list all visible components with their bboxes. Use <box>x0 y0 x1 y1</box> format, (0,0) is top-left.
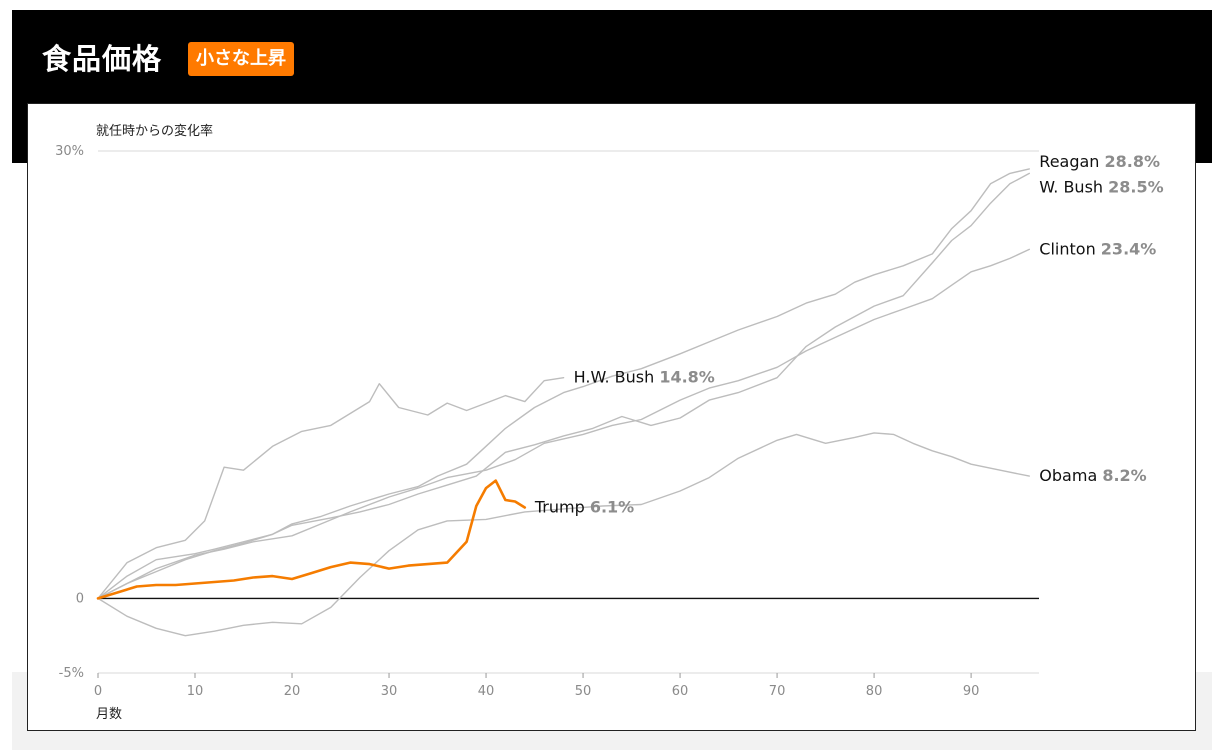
x-tick-label: 70 <box>769 684 786 699</box>
series-value-h-w-bush: 14.8% <box>659 368 715 387</box>
headline-badge: 小さな上昇 <box>188 42 294 76</box>
x-tick-label: 20 <box>284 684 301 699</box>
series-end-label-h-w-bush: H.W. Bush 14.8% <box>574 368 715 387</box>
series-end-label-clinton: Clinton 23.4% <box>1039 239 1156 258</box>
page-title: 食品価格 <box>42 42 163 76</box>
series-line-reagan <box>97 168 1030 600</box>
x-tick-label: 80 <box>866 684 883 699</box>
series-labels: Reagan 28.8% W. Bush 28.5% Clinton 23.4% H.… <box>534 152 1164 517</box>
x-tick-label: 90 <box>963 684 980 699</box>
line-chart: 30% 0 -5% 0 10 20 30 40 50 60 70 80 90 Reagan 28.8% W… <box>55 123 1164 722</box>
x-axis-label: 月数 <box>96 707 122 722</box>
series-value-reagan: 28.8% <box>1105 152 1161 171</box>
series-value-clinton: 23.4% <box>1101 239 1157 258</box>
series-name-clinton: Clinton <box>1039 239 1101 258</box>
chart-card: 30% 0 -5% 0 10 20 30 40 50 60 70 80 90 Reagan 28.8% W… <box>27 103 1196 731</box>
series-end-label-reagan: Reagan 28.8% <box>1039 152 1160 171</box>
axis-layer: 30% 0 -5% 0 10 20 30 40 50 60 70 80 90 <box>55 144 1039 699</box>
series-end-label-w-bush: W. Bush 28.5% <box>1039 177 1163 196</box>
x-tick-label: 10 <box>187 684 204 699</box>
grid-layer <box>98 150 1039 600</box>
x-tick-label: 30 <box>381 684 398 699</box>
series-end-label-trump: Trump 6.1% <box>534 497 634 516</box>
series-name-trump: Trump <box>534 497 590 516</box>
series-line-clinton <box>97 248 1030 600</box>
series-line-h-w-bush <box>97 377 565 600</box>
series-value-obama: 8.2% <box>1102 466 1146 485</box>
x-tick-label: 50 <box>575 684 592 699</box>
series-line-obama <box>97 432 1030 637</box>
y-tick-label: 0 <box>76 591 84 606</box>
series-name-h-w-bush: H.W. Bush <box>574 368 660 387</box>
series-name-obama: Obama <box>1039 466 1102 485</box>
y-axis-label: 就任時からの変化率 <box>96 123 213 139</box>
x-tick-label: 0 <box>94 684 102 699</box>
series-value-trump: 6.1% <box>590 497 634 516</box>
series-layer <box>96 168 1030 637</box>
x-tick-label: 60 <box>672 684 689 699</box>
series-line-w-bush <box>97 172 1030 600</box>
series-name-reagan: Reagan <box>1039 152 1104 171</box>
y-tick-label: -5% <box>59 666 84 681</box>
y-tick-label: 30% <box>55 144 84 159</box>
series-line-trump <box>96 479 527 600</box>
x-tick-label: 40 <box>478 684 495 699</box>
series-end-label-obama: Obama 8.2% <box>1039 466 1146 485</box>
series-value-w-bush: 28.5% <box>1108 177 1164 196</box>
series-name-w-bush: W. Bush <box>1039 177 1108 196</box>
